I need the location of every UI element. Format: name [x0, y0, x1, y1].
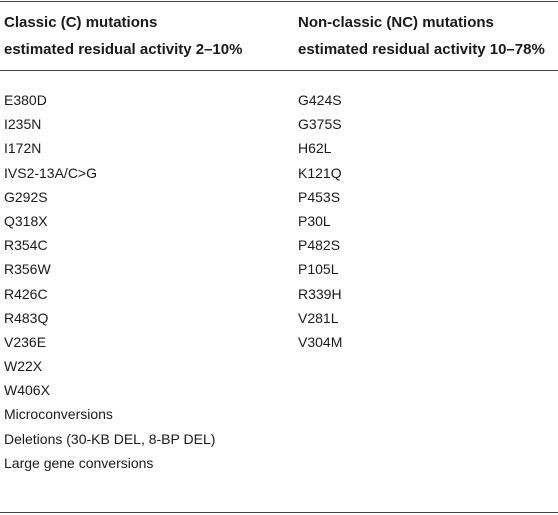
classic-cell: I235N	[4, 116, 42, 133]
classic-cell: G292S	[4, 188, 48, 205]
classic-cell: R483Q	[4, 309, 49, 326]
nonclassic-cell: R339H	[298, 285, 342, 302]
header-nonclassic-title: Non-classic (NC) mutations	[298, 14, 494, 31]
nonclassic-cell: P453S	[298, 188, 341, 205]
header-classic-title: Classic (C) mutations	[4, 14, 158, 31]
classic-cell: W406X	[4, 382, 50, 399]
classic-cell: Q318X	[4, 212, 48, 229]
nonclassic-cell: K121Q	[298, 164, 342, 181]
table-top-rule	[0, 1, 558, 2]
nonclassic-cell: H62L	[298, 140, 332, 157]
header-classic-subtitle: estimated residual activity 2–10%	[4, 41, 243, 58]
classic-cell: I172N	[4, 140, 42, 157]
header-nonclassic: Non-classic (NC) mutations estimated res…	[298, 9, 545, 63]
classic-cell: R354C	[4, 237, 48, 254]
classic-cell: IVS2-13A/C>G	[4, 164, 97, 181]
nonclassic-cell: V304M	[298, 333, 343, 350]
table-bottom-rule	[0, 512, 558, 513]
classic-cell: Microconversions	[4, 406, 113, 423]
nonclassic-cell: P482S	[298, 237, 341, 254]
classic-cell: Large gene conversions	[4, 454, 154, 471]
nonclassic-cell: V281L	[298, 309, 339, 326]
nonclassic-cell: G375S	[298, 116, 342, 133]
table-header: Classic (C) mutations estimated residual…	[0, 9, 558, 67]
classic-cell: R426C	[4, 285, 48, 302]
classic-cell: W22X	[4, 358, 43, 375]
nonclassic-cell: P30L	[298, 212, 331, 229]
classic-cell: R356W	[4, 261, 51, 278]
header-classic: Classic (C) mutations estimated residual…	[4, 9, 242, 63]
classic-cell: E380D	[4, 92, 47, 108]
classic-cell: V236E	[4, 333, 47, 350]
classic-column: E380D I235N I172N IVS2-13A/C>G G292S Q31…	[4, 88, 215, 475]
nonclassic-cell: G424S	[298, 92, 342, 108]
nonclassic-cell: P105L	[298, 261, 339, 278]
table-header-rule	[0, 70, 558, 71]
nonclassic-column: G424S G375S H62L K121Q P453S P30L P482S …	[298, 88, 342, 354]
classic-cell: Deletions (30-KB DEL, 8-BP DEL)	[4, 430, 216, 447]
header-nonclassic-subtitle: estimated residual activity 10–78%	[298, 41, 545, 58]
